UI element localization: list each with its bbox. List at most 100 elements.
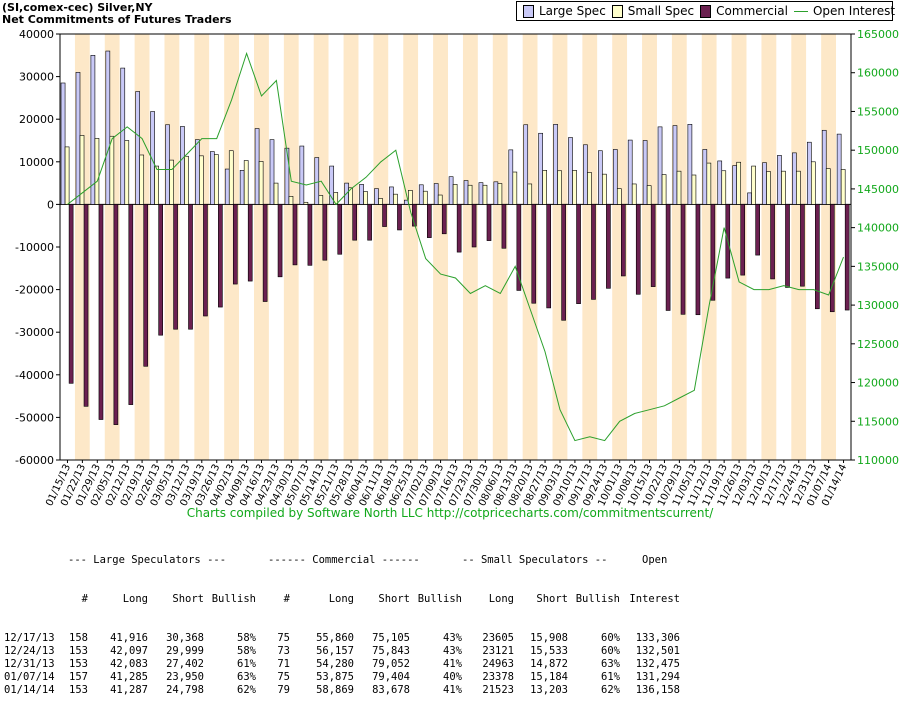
table-cell: 23378 [482,671,514,683]
bar-large-spec [90,54,96,205]
column-header: Bullish [575,593,620,605]
table-cell: 73 [277,645,290,657]
bar-large-spec [195,139,200,205]
bar-small-spec [273,182,279,205]
y-tick-label: -30000 [15,326,54,339]
bar-large-spec [523,124,529,205]
open-interest-line [67,51,844,442]
y-tick-label: -40000 [15,369,54,382]
legend-swatch-small-spec [611,4,623,18]
table-cell: 61% [601,671,620,683]
legend-item-open-interest: Open Interest [793,4,895,18]
cot-chart: 40000 30000 20000 10000 0 -10000 -20000 -30000 -… [15,28,899,508]
bar-large-spec [254,128,260,205]
group-large-speculators: --- Large Speculators --- [68,554,227,566]
plot-stripe [448,34,463,460]
bar-small-spec [303,201,309,205]
bar-small-spec [796,170,801,205]
bar-small-spec [184,155,189,205]
bar-small-spec [288,196,294,205]
group-open: Open [642,554,668,566]
table-cell: 60% [601,645,620,657]
table-cell: 42,097 [110,645,148,657]
bar-small-spec [616,188,622,205]
bar-commercial [471,204,477,248]
bar-commercial [546,204,552,309]
bar-large-spec [60,82,66,205]
legend-label-large-spec: Large Spec [539,4,606,18]
bar-large-spec [687,124,693,205]
bar-large-spec [836,133,842,205]
y-tick-label: 40000 [19,28,54,41]
bar-commercial [188,204,193,330]
bar-commercial [755,204,760,256]
bar-commercial [128,204,134,405]
bar-commercial [83,204,89,407]
plot-stripe [418,34,434,460]
bar-large-spec [612,149,618,205]
bar-small-spec [751,165,756,205]
bar-large-spec [553,124,558,205]
bar-small-spec [228,150,234,205]
bar-commercial [218,204,223,308]
bar-large-spec [463,180,469,205]
bar-large-spec [135,91,140,205]
bar-commercial [621,204,626,277]
bar-commercial [680,204,686,315]
bar-large-spec [583,144,588,205]
y-tick-label: 20000 [19,113,54,126]
bar-small-spec [646,185,652,205]
y-tick-label: -10000 [15,241,54,254]
table-cell: 153 [69,645,88,657]
column-header: Bullish [417,593,462,605]
bar-commercial [441,204,447,235]
legend-label-small-spec: Small Spec [627,4,695,18]
bar-commercial [68,204,74,384]
bar-large-spec [792,152,797,205]
bar-small-spec [109,135,115,205]
bar-small-spec [437,194,443,205]
column-header: Bullish [211,593,256,605]
column-header: Long [328,593,354,605]
table-group-header: --- Large Speculators --- ------ Commerc… [0,554,900,567]
bar-small-spec [840,169,846,205]
plot-stripe [313,34,329,460]
bar-large-spec [448,176,454,205]
bar-large-spec [806,141,812,205]
table-cell: 79,404 [372,671,410,683]
bar-small-spec [661,174,667,205]
bar-small-spec [497,183,503,205]
plot-stripe [283,34,299,460]
bar-large-spec [717,160,723,205]
bar-large-spec [777,155,782,205]
plot-stripe [462,34,478,460]
table-cell: 79 [277,684,290,696]
table-cell: 136,158 [635,684,680,696]
table-cell: 14,872 [530,658,568,670]
row-date: 01/14/14 [4,684,55,696]
column-header: Long [122,593,148,605]
table-column-header: # Long Short Bullish # Long Short Bullish Long Sh… [0,593,900,606]
bar-commercial [307,204,313,266]
bar-commercial [352,204,357,241]
bar-large-spec [150,111,155,205]
legend-label-commercial: Commercial [716,4,788,18]
y2-tick-label: 165000 [857,28,899,41]
table-cell: 54,280 [316,658,354,670]
table-cell: 56,157 [316,645,354,657]
bar-small-spec [542,170,547,205]
bar-small-spec [527,183,533,205]
table-cell: 71 [277,658,290,670]
bar-commercial [800,204,805,287]
plot-stripe [403,34,419,460]
bar-commercial [277,204,283,278]
bar-large-spec [657,126,663,205]
table-cell: 42,083 [110,658,148,670]
bar-small-spec [691,174,697,205]
bar-commercial [292,204,298,266]
bar-commercial [262,204,268,302]
bar-small-spec [363,191,368,205]
y2-tick-label: 160000 [857,67,899,80]
y-tick-label: -20000 [15,284,54,297]
plot-stripe [761,34,777,460]
